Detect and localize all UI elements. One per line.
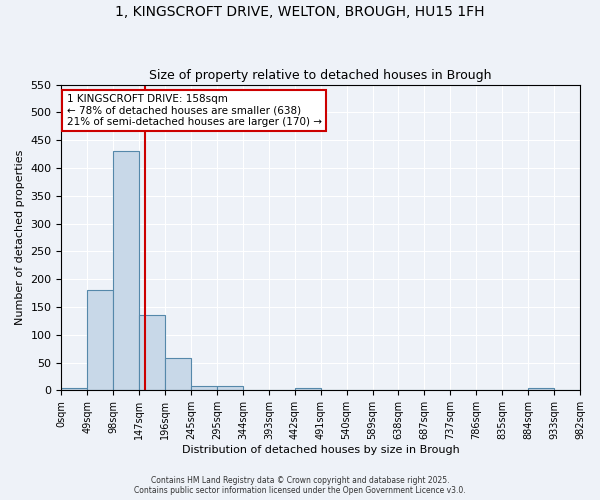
Text: 1 KINGSCROFT DRIVE: 158sqm
← 78% of detached houses are smaller (638)
21% of sem: 1 KINGSCROFT DRIVE: 158sqm ← 78% of deta… xyxy=(67,94,322,127)
Title: Size of property relative to detached houses in Brough: Size of property relative to detached ho… xyxy=(149,69,492,82)
Bar xyxy=(165,358,191,390)
Bar xyxy=(88,290,113,390)
Bar xyxy=(191,386,217,390)
Bar xyxy=(61,388,88,390)
Text: Contains HM Land Registry data © Crown copyright and database right 2025.
Contai: Contains HM Land Registry data © Crown c… xyxy=(134,476,466,495)
Bar xyxy=(113,152,139,390)
Bar xyxy=(217,386,243,390)
Bar xyxy=(139,316,165,390)
Bar xyxy=(295,388,321,390)
X-axis label: Distribution of detached houses by size in Brough: Distribution of detached houses by size … xyxy=(182,445,460,455)
Bar xyxy=(528,388,554,390)
Y-axis label: Number of detached properties: Number of detached properties xyxy=(15,150,25,325)
Text: 1, KINGSCROFT DRIVE, WELTON, BROUGH, HU15 1FH: 1, KINGSCROFT DRIVE, WELTON, BROUGH, HU1… xyxy=(115,5,485,19)
